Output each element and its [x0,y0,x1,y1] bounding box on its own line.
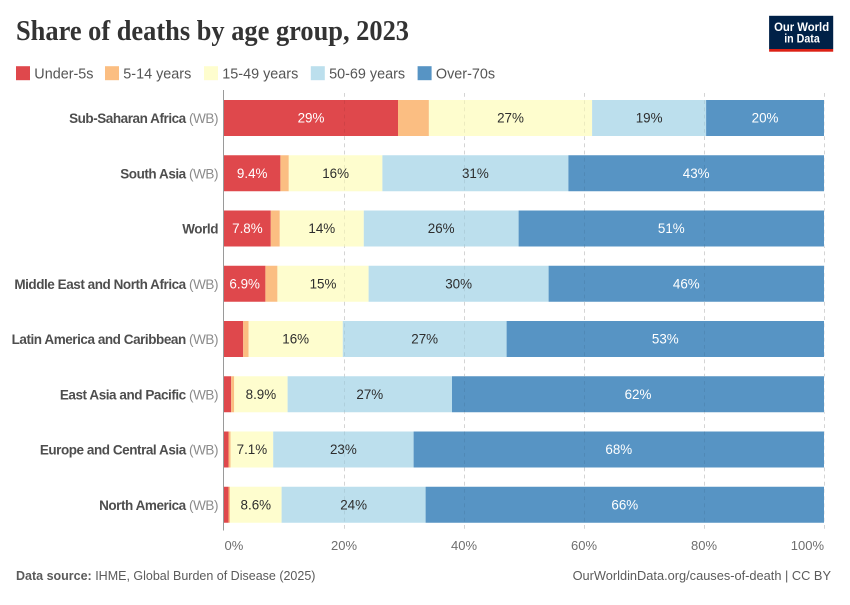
svg-text:31%: 31% [462,166,489,181]
svg-text:Sub-Saharan Africa (WB): Sub-Saharan Africa (WB) [69,111,218,126]
svg-text:80%: 80% [691,538,717,553]
svg-text:27%: 27% [411,332,438,347]
svg-text:51%: 51% [658,221,685,236]
svg-text:OurWorldinData.org/causes-of-d: OurWorldinData.org/causes-of-death | CC … [573,568,832,583]
svg-text:Share of deaths by age group,: Share of deaths by age group, 2023 [16,16,409,47]
svg-text:9.4%: 9.4% [237,166,268,181]
svg-text:0%: 0% [225,538,244,553]
svg-text:68%: 68% [605,442,632,457]
svg-text:40%: 40% [451,538,477,553]
svg-text:20%: 20% [752,111,779,126]
svg-text:60%: 60% [571,538,597,553]
svg-text:30%: 30% [445,276,472,291]
svg-text:20%: 20% [331,538,357,553]
svg-text:46%: 46% [673,276,700,291]
svg-text:53%: 53% [652,332,679,347]
svg-text:8.6%: 8.6% [241,497,272,512]
svg-text:15%: 15% [310,276,337,291]
svg-text:23%: 23% [330,442,357,457]
svg-text:in Data: in Data [784,32,820,46]
svg-text:16%: 16% [282,332,309,347]
svg-text:5-14 years: 5-14 years [123,66,191,82]
svg-text:24%: 24% [340,497,367,512]
svg-text:27%: 27% [356,387,383,402]
svg-text:8.9%: 8.9% [246,387,277,402]
svg-text:6.9%: 6.9% [229,276,260,291]
svg-text:62%: 62% [625,387,652,402]
svg-text:7.8%: 7.8% [232,221,263,236]
svg-text:27%: 27% [497,111,524,126]
svg-text:19%: 19% [636,111,663,126]
svg-text:North America (WB): North America (WB) [99,498,218,513]
svg-text:43%: 43% [683,166,710,181]
svg-text:Data source: IHME, Global Burd: Data source: IHME, Global Burden of Dise… [16,569,315,583]
svg-text:15-49 years: 15-49 years [222,66,298,82]
svg-text:Middle East and North Africa (: Middle East and North Africa (WB) [14,277,218,292]
svg-text:Over-70s: Over-70s [436,66,495,82]
svg-text:East Asia and Pacific (WB): East Asia and Pacific (WB) [60,387,218,402]
svg-text:26%: 26% [428,221,455,236]
svg-text:Our World: Our World [774,20,829,34]
svg-text:66%: 66% [611,497,638,512]
svg-text:50-69 years: 50-69 years [329,66,405,82]
svg-text:7.1%: 7.1% [237,442,268,457]
svg-text:Under-5s: Under-5s [34,66,93,82]
svg-text:Europe and Central Asia (WB): Europe and Central Asia (WB) [40,443,218,458]
svg-text:29%: 29% [298,111,325,126]
svg-text:South Asia (WB): South Asia (WB) [120,166,218,181]
svg-text:Latin America and Caribbean (W: Latin America and Caribbean (WB) [12,332,218,347]
svg-text:World: World [182,222,218,237]
svg-text:14%: 14% [308,221,335,236]
svg-text:100%: 100% [791,538,825,553]
svg-text:16%: 16% [322,166,349,181]
